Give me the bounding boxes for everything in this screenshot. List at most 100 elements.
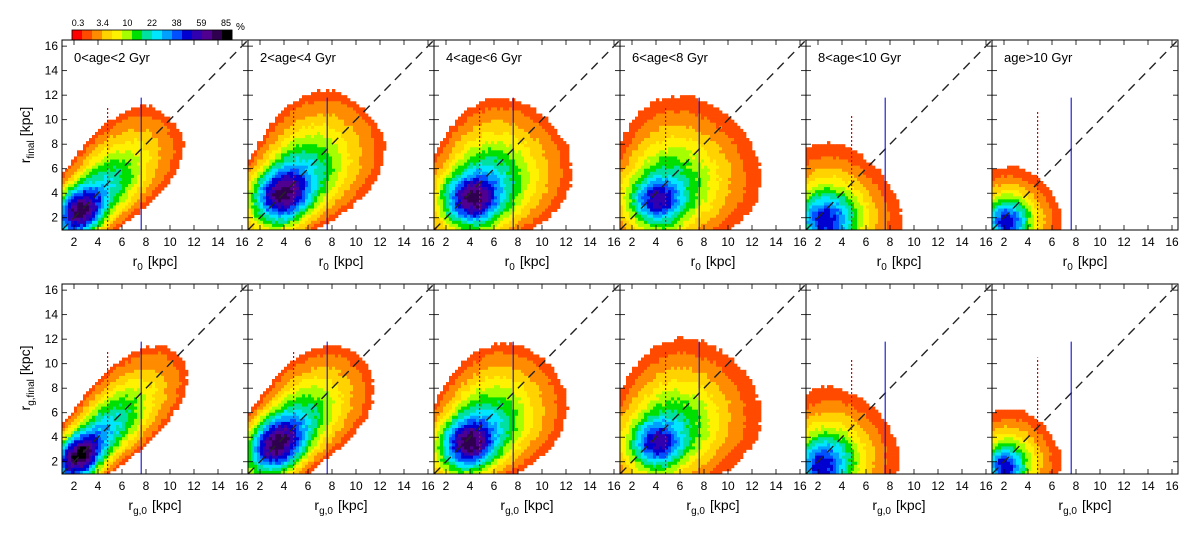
- colorbar-segment: [192, 30, 203, 41]
- x-axis-label: rg,0 [kpc]: [686, 497, 739, 517]
- x-tick-label: 12: [187, 235, 201, 249]
- y-tick-label: 8: [51, 137, 58, 151]
- colorbar-tick-label: 22: [147, 18, 157, 28]
- x-tick-label: 10: [721, 235, 735, 249]
- x-tick-label: 14: [955, 235, 969, 249]
- x-tick-label: 2: [815, 235, 822, 249]
- x-tick-label: 8: [1073, 479, 1080, 493]
- x-tick-label: 14: [583, 479, 597, 493]
- x-tick-label: 14: [211, 479, 225, 493]
- colorbar-segment: [92, 30, 103, 41]
- colorbar-segment: [212, 30, 223, 41]
- colorbar-tick-label: 38: [172, 18, 182, 28]
- x-tick-label: 2: [71, 479, 78, 493]
- colorbar-unit: %: [236, 22, 245, 33]
- x-tick-label: 14: [955, 479, 969, 493]
- x-tick-label: 2: [443, 235, 450, 249]
- age-bin-label: 0<age<2 Gyr: [74, 50, 151, 65]
- x-tick-label: 8: [329, 235, 336, 249]
- x-tick-label: 10: [907, 479, 921, 493]
- x-tick-label: 6: [863, 479, 870, 493]
- x-tick-label: 16: [607, 479, 621, 493]
- x-tick-label: 6: [305, 479, 312, 493]
- y-tick-label: 12: [45, 88, 59, 102]
- density-map: [992, 165, 1062, 230]
- x-tick-label: 4: [467, 235, 474, 249]
- x-tick-label: 16: [979, 235, 993, 249]
- x-tick-label: 4: [95, 235, 102, 249]
- y-tick-label: 12: [45, 332, 59, 346]
- x-tick-label: 16: [235, 235, 249, 249]
- x-axis-labels: r0 [kpc] r0 [kpc] r0 [kpc] r0 [kpc] r0 [kpc] r0 [kp…: [128, 253, 1111, 517]
- x-tick-label: 14: [1141, 235, 1155, 249]
- panel-top-1: 2 4 6 8 10 12 14 16 2 4 6 8 10 12 14 16 0<age<2 Gyr: [45, 39, 249, 249]
- y-tick-label: 6: [51, 406, 58, 420]
- age-bin-label: age>10 Gyr: [1004, 50, 1073, 65]
- colorbar-segment: [112, 30, 123, 41]
- age-bin-label: 8<age<10 Gyr: [818, 50, 902, 65]
- panel-bottom-2: 2 4 6 8 10 12 14 16: [247, 283, 435, 493]
- x-tick-label: 4: [95, 479, 102, 493]
- x-tick-label: 16: [793, 235, 807, 249]
- density-map: [434, 342, 570, 474]
- x-tick-label: 2: [257, 235, 264, 249]
- panel-top-6: 2 4 6 8 10 12 14 16 age>10 Gyr: [991, 39, 1179, 249]
- colorbar-tick-label: 85: [221, 18, 231, 28]
- panel-frame: [991, 39, 1179, 231]
- colorbar-segment: [222, 30, 233, 41]
- x-tick-label: 10: [907, 235, 921, 249]
- x-tick-label: 6: [491, 235, 498, 249]
- x-tick-label: 16: [979, 479, 993, 493]
- y-tick-label: 2: [51, 455, 58, 469]
- x-tick-label: 16: [1165, 479, 1179, 493]
- x-axis-label: r0 [kpc]: [133, 253, 178, 273]
- y-tick-label: 4: [51, 186, 58, 200]
- panel-bottom-1: 2 4 6 8 10 12 14 16 2 4 6 8 10 12 14 16: [45, 283, 249, 493]
- x-tick-label: 16: [421, 235, 435, 249]
- colorbar-segment: [102, 30, 113, 41]
- x-tick-label: 10: [1093, 235, 1107, 249]
- age-bin-label: 4<age<6 Gyr: [446, 50, 523, 65]
- y-tick-label: 10: [45, 357, 59, 371]
- age-bin-label: 2<age<4 Gyr: [260, 50, 337, 65]
- colorbar-segment: [162, 30, 173, 41]
- panel-bottom-3: 2 4 6 8 10 12 14 16: [433, 283, 621, 493]
- colorbar-tick-label: 10: [122, 18, 132, 28]
- age-bin-label: 6<age<8 Gyr: [632, 50, 709, 65]
- x-tick-label: 16: [421, 479, 435, 493]
- x-tick-label: 12: [373, 479, 387, 493]
- x-tick-label: 6: [305, 235, 312, 249]
- colorbar-segment: [182, 30, 193, 41]
- density-map: [806, 385, 900, 474]
- x-tick-label: 10: [535, 479, 549, 493]
- x-tick-label: 12: [931, 235, 945, 249]
- colorbar: 0.3 3.4 10 22 38 59 85: [71, 18, 233, 42]
- y-tick-label: 16: [45, 283, 59, 297]
- density-map: [248, 345, 375, 474]
- x-tick-label: 16: [235, 479, 249, 493]
- x-tick-label: 14: [397, 479, 411, 493]
- y-tick-label: 4: [51, 430, 58, 444]
- x-tick-label: 4: [281, 479, 288, 493]
- x-tick-label: 2: [1001, 235, 1008, 249]
- x-tick-label: 14: [769, 479, 783, 493]
- x-tick-label: 6: [491, 479, 498, 493]
- panel-top-2: 2 4 6 8 10 12 14 16 2<age<4 Gyr: [247, 39, 435, 249]
- x-tick-label: 8: [1073, 235, 1080, 249]
- x-tick-label: 10: [721, 479, 735, 493]
- x-tick-label: 2: [257, 479, 264, 493]
- y-tick-label: 14: [45, 64, 59, 78]
- panel-frame: [991, 283, 1179, 475]
- x-tick-label: 6: [677, 235, 684, 249]
- x-tick-label: 10: [1093, 479, 1107, 493]
- x-tick-label: 2: [629, 479, 636, 493]
- x-tick-label: 8: [887, 479, 894, 493]
- x-axis-label: r0 [kpc]: [877, 253, 922, 273]
- x-tick-label: 12: [745, 479, 759, 493]
- colorbar-segment: [132, 30, 143, 41]
- x-tick-label: 4: [839, 479, 846, 493]
- x-tick-label: 2: [1001, 479, 1008, 493]
- colorbar-segment: [142, 30, 153, 41]
- top-ylabel: rfinal[kpc]: [17, 107, 37, 164]
